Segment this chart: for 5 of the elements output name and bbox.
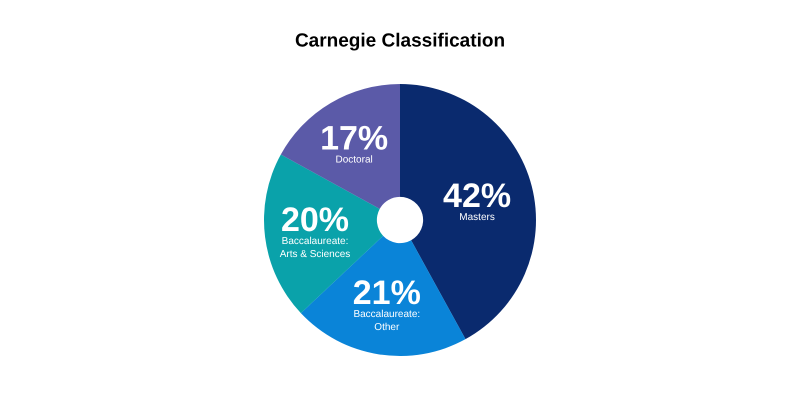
- slice-label: Baccalaureate: Other: [353, 308, 420, 333]
- donut-slice: [280, 84, 400, 209]
- slice-label: Doctoral: [336, 154, 373, 166]
- chart-title: Carnegie Classification: [294, 30, 506, 52]
- slice-label: Masters: [459, 212, 495, 224]
